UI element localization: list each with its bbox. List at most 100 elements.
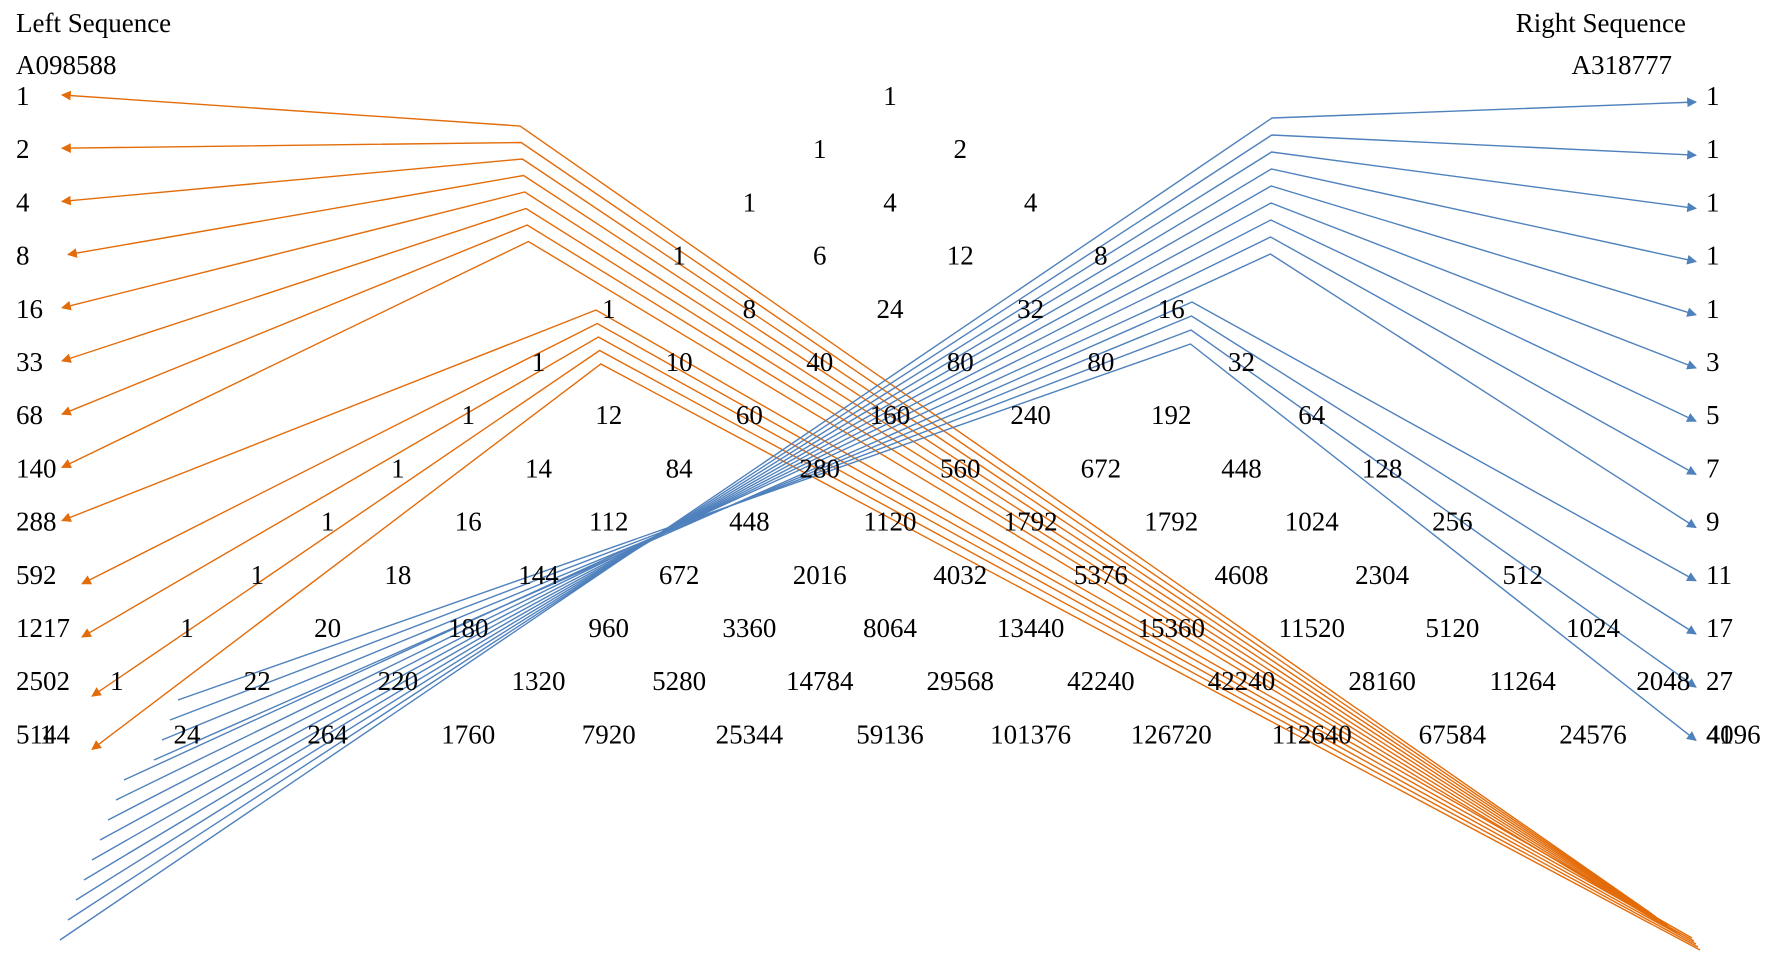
triangle-cell: 448 bbox=[729, 507, 770, 537]
triangle-cell: 192 bbox=[1151, 400, 1192, 430]
triangle-cell: 1120 bbox=[864, 507, 917, 537]
triangle-cell: 1 bbox=[321, 507, 335, 537]
right-heading: Right Sequence bbox=[1516, 8, 1686, 38]
triangle-cell: 24 bbox=[174, 719, 202, 749]
triangle-cell: 13440 bbox=[997, 613, 1065, 643]
left-arrow-line bbox=[81, 336, 1697, 945]
triangle-cell: 1 bbox=[391, 453, 405, 483]
triangle-cell: 42240 bbox=[1067, 666, 1135, 696]
triangle-cell: 24576 bbox=[1559, 719, 1627, 749]
right-arrow-line bbox=[115, 236, 1697, 801]
triangle-cell: 220 bbox=[378, 666, 419, 696]
triangle-cell: 32 bbox=[1228, 347, 1255, 377]
triangle-cell: 12 bbox=[947, 241, 974, 271]
triangle-cell: 1792 bbox=[1144, 507, 1198, 537]
triangle-cell: 960 bbox=[589, 613, 630, 643]
right-arrow-line bbox=[91, 185, 1697, 861]
right-arrow-line bbox=[75, 151, 1697, 901]
left-value: 140 bbox=[16, 453, 57, 483]
triangle-cell: 1 bbox=[672, 241, 686, 271]
left-arrow-line bbox=[61, 240, 1681, 936]
triangle-cell: 1 bbox=[110, 666, 124, 696]
triangle-cell: 4032 bbox=[933, 560, 987, 590]
left-value: 4 bbox=[16, 187, 30, 217]
right-value: 1 bbox=[1706, 294, 1720, 324]
triangle-cell: 22 bbox=[244, 666, 271, 696]
right-arrow-line bbox=[67, 134, 1697, 921]
triangle-cell: 1 bbox=[813, 134, 827, 164]
left-arrow-line bbox=[91, 349, 1699, 948]
triangle-cell: 5120 bbox=[1425, 613, 1479, 643]
triangle-cell: 25344 bbox=[716, 719, 784, 749]
triangle-cell: 2304 bbox=[1355, 560, 1410, 590]
triangle-cell: 8 bbox=[1094, 241, 1108, 271]
triangle-cell: 24 bbox=[877, 294, 905, 324]
triangle-cell: 16 bbox=[455, 507, 482, 537]
triangle-cell: 6 bbox=[813, 241, 827, 271]
left-value: 33 bbox=[16, 347, 43, 377]
triangle-cell: 4 bbox=[1024, 187, 1038, 217]
triangle-cell: 64 bbox=[1298, 400, 1326, 430]
left-arrow-line bbox=[67, 174, 1665, 924]
right-arrow-line bbox=[99, 202, 1697, 841]
triangle-cell: 12 bbox=[595, 400, 622, 430]
right-sequence-id: A318777 bbox=[1572, 50, 1673, 80]
triangle-cell: 4608 bbox=[1215, 560, 1269, 590]
left-arrow-line bbox=[61, 309, 1693, 939]
left-value: 68 bbox=[16, 400, 43, 430]
triangle-cell: 4 bbox=[883, 187, 897, 217]
triangle-cell: 1 bbox=[461, 400, 475, 430]
left-arrow-line bbox=[61, 158, 1661, 921]
right-arrow-line bbox=[169, 329, 1697, 721]
right-value: 1 bbox=[1706, 187, 1720, 217]
left-value: 8 bbox=[16, 241, 30, 271]
right-diagonal-lines bbox=[59, 97, 1697, 941]
triangle-cell: 180 bbox=[448, 613, 489, 643]
triangle-cell: 15360 bbox=[1137, 613, 1205, 643]
triangle-cell: 67584 bbox=[1419, 719, 1487, 749]
left-arrow-line bbox=[61, 207, 1673, 930]
right-arrow-line bbox=[161, 315, 1697, 741]
triangle-cell: 2 bbox=[954, 134, 968, 164]
triangle-cell: 59136 bbox=[856, 719, 924, 749]
triangle-cell: 2048 bbox=[1636, 666, 1690, 696]
triangle-cell: 20 bbox=[314, 613, 341, 643]
right-value: 9 bbox=[1706, 507, 1720, 537]
triangle-cell: 4096 bbox=[1707, 719, 1761, 749]
triangle-cell: 14 bbox=[525, 453, 553, 483]
triangle-cell: 5376 bbox=[1074, 560, 1128, 590]
left-arrow-line bbox=[61, 224, 1677, 933]
triangle-cell: 126720 bbox=[1131, 719, 1212, 749]
triangle-cell: 128 bbox=[1362, 453, 1403, 483]
triangle-cell: 264 bbox=[307, 719, 348, 749]
triangle-cell: 1 bbox=[602, 294, 616, 324]
triangle-cell: 1 bbox=[40, 719, 54, 749]
triangle-cell: 240 bbox=[1010, 400, 1051, 430]
triangle-cell: 1 bbox=[180, 613, 194, 643]
right-arrow-line bbox=[59, 97, 1697, 941]
left-arrow-line bbox=[61, 141, 1657, 918]
left-value: 2 bbox=[16, 134, 30, 164]
left-heading: Left Sequence bbox=[16, 8, 171, 38]
left-value: 1217 bbox=[16, 613, 70, 643]
left-value: 5144 bbox=[16, 719, 71, 749]
triangle-cell: 7920 bbox=[582, 719, 636, 749]
right-arrow-line bbox=[153, 301, 1697, 761]
right-arrow-line bbox=[107, 219, 1697, 821]
right-value: 3 bbox=[1706, 347, 1720, 377]
triangle-cell: 32 bbox=[1017, 294, 1044, 324]
triangle-cell: 1024 bbox=[1285, 507, 1340, 537]
left-arrow-line bbox=[81, 322, 1695, 942]
left-diagonal-lines bbox=[61, 90, 1701, 951]
triangle-cell: 101376 bbox=[990, 719, 1071, 749]
triangle-cell: 18 bbox=[384, 560, 411, 590]
triangle-cell: 512 bbox=[1502, 560, 1543, 590]
triangle-cell: 672 bbox=[1081, 453, 1122, 483]
triangle-cell: 3360 bbox=[722, 613, 776, 643]
left-value: 1 bbox=[16, 81, 30, 111]
left-sequence-values: 1 2 4 8 16 33 68 140 288 592 1217 2502 5144 bbox=[16, 81, 71, 749]
triangle-cell: 1 bbox=[251, 560, 265, 590]
triangle-cell: 1 bbox=[743, 187, 757, 217]
